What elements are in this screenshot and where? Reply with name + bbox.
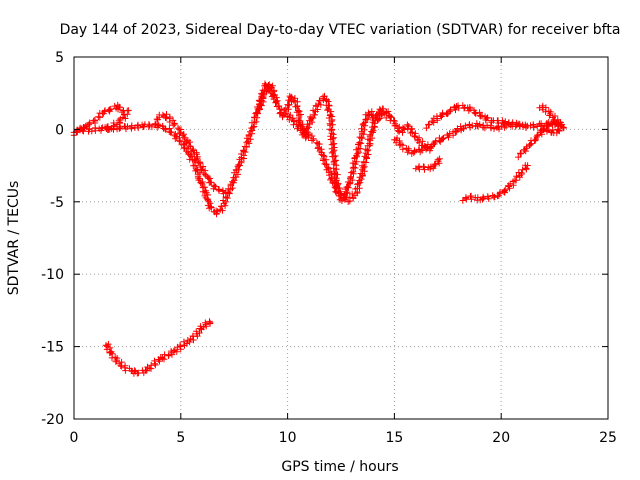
series-markers bbox=[536, 102, 567, 137]
x-tick-label: 20 bbox=[492, 430, 510, 446]
series-markers bbox=[423, 102, 526, 132]
series-markers bbox=[70, 80, 278, 218]
series-arc-7 bbox=[412, 155, 443, 173]
series-markers bbox=[102, 318, 214, 377]
x-axis-label: GPS time / hours bbox=[281, 459, 398, 475]
x-tick-label: 15 bbox=[385, 430, 403, 446]
series-markers bbox=[459, 162, 531, 204]
series-markers bbox=[284, 105, 434, 205]
data-points bbox=[70, 80, 567, 377]
x-tick-label: 10 bbox=[279, 430, 297, 446]
series-markers bbox=[412, 155, 443, 173]
series-markers bbox=[152, 111, 230, 197]
series-arc-3 bbox=[152, 111, 230, 197]
y-tick-label: -10 bbox=[41, 267, 64, 283]
y-tick-label: -5 bbox=[50, 195, 64, 211]
series-arc-2 bbox=[70, 80, 278, 218]
x-tick-label: 25 bbox=[599, 430, 617, 446]
x-tick-label: 0 bbox=[70, 430, 79, 446]
series-arc-5 bbox=[284, 105, 434, 205]
x-tick-label: 5 bbox=[176, 430, 185, 446]
y-tick-label: 5 bbox=[55, 50, 64, 66]
y-tick-label: 0 bbox=[55, 122, 64, 138]
series-arc-9 bbox=[459, 162, 531, 204]
series-arc-11 bbox=[536, 102, 567, 137]
chart-title: Day 144 of 2023, Sidereal Day-to-day VTE… bbox=[60, 22, 621, 38]
axis-ticks: 0 5 10 15 20 25 -20 -15 -10 -5 0 5 bbox=[41, 50, 617, 446]
y-axis-label: SDTVAR / TECUs bbox=[6, 181, 22, 296]
series-arc-12 bbox=[102, 318, 214, 377]
plot-frame bbox=[73, 56, 609, 420]
series-arc-8 bbox=[423, 102, 526, 132]
y-tick-label: -15 bbox=[41, 340, 64, 356]
y-tick-label: -20 bbox=[41, 412, 64, 428]
